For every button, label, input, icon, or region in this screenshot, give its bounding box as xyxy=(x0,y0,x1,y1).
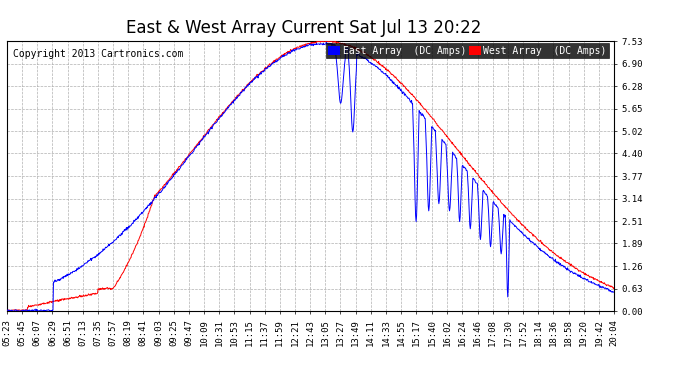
Text: Copyright 2013 Cartronics.com: Copyright 2013 Cartronics.com xyxy=(13,50,184,59)
Text: East & West Array Current Sat Jul 13 20:22: East & West Array Current Sat Jul 13 20:… xyxy=(126,19,482,37)
Legend: East Array  (DC Amps), West Array  (DC Amps): East Array (DC Amps), West Array (DC Amp… xyxy=(326,44,609,58)
